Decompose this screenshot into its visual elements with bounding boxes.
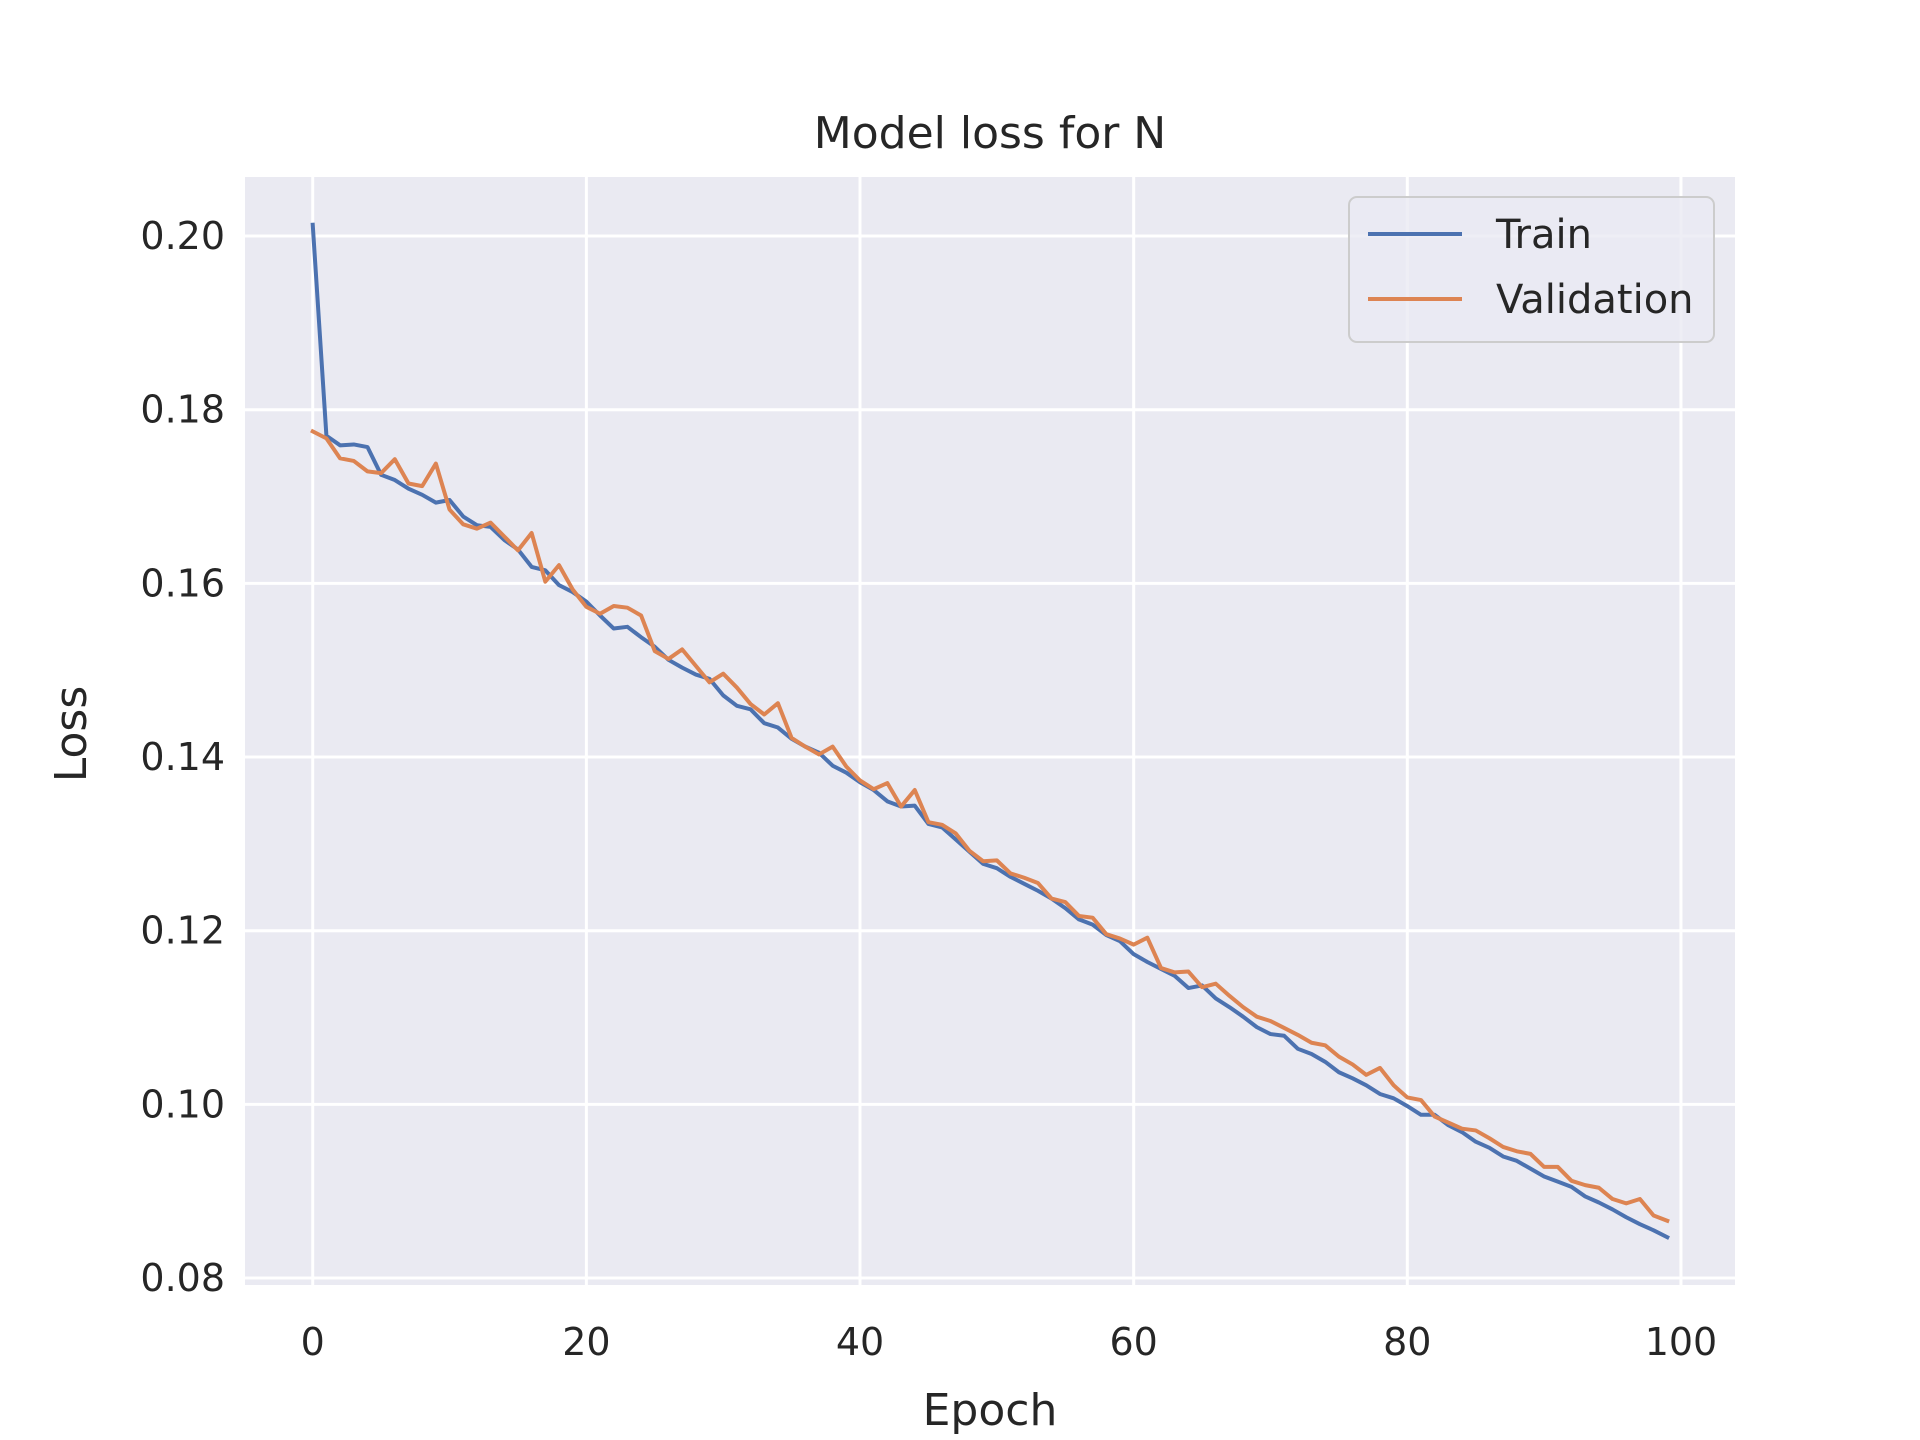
y-axis-ticks: 0.08 0.10 0.12 0.14 0.16 0.18 0.20	[140, 214, 225, 1300]
y-tick-label: 0.14	[140, 735, 225, 779]
x-tick-label: 100	[1645, 1320, 1718, 1364]
x-tick-label: 40	[836, 1320, 884, 1364]
y-tick-label: 0.12	[140, 909, 225, 953]
y-tick-label: 0.08	[140, 1256, 225, 1300]
y-tick-label: 0.16	[140, 561, 225, 605]
series-group	[310, 222, 1670, 1240]
series-line-validation	[310, 428, 1670, 1224]
legend-train-label: Train	[1495, 212, 1592, 258]
y-tick-label: 0.10	[140, 1082, 225, 1126]
x-axis-label: Epoch	[923, 1385, 1058, 1436]
x-tick-label: 0	[301, 1320, 325, 1364]
x-axis-ticks: 0 20 40 60 80 100	[301, 1320, 1718, 1364]
grid	[245, 177, 1735, 1285]
plot-area	[245, 177, 1735, 1285]
y-tick-label: 0.20	[140, 214, 225, 258]
y-tick-label: 0.18	[140, 388, 225, 432]
chart-title: Model loss for N	[814, 108, 1166, 159]
legend: Train Validation	[1348, 196, 1715, 343]
legend-validation-label: Validation	[1496, 277, 1694, 323]
x-tick-label: 20	[562, 1320, 610, 1364]
x-tick-label: 60	[1109, 1320, 1157, 1364]
x-tick-label: 80	[1383, 1320, 1431, 1364]
y-axis-label: Loss	[46, 686, 97, 783]
